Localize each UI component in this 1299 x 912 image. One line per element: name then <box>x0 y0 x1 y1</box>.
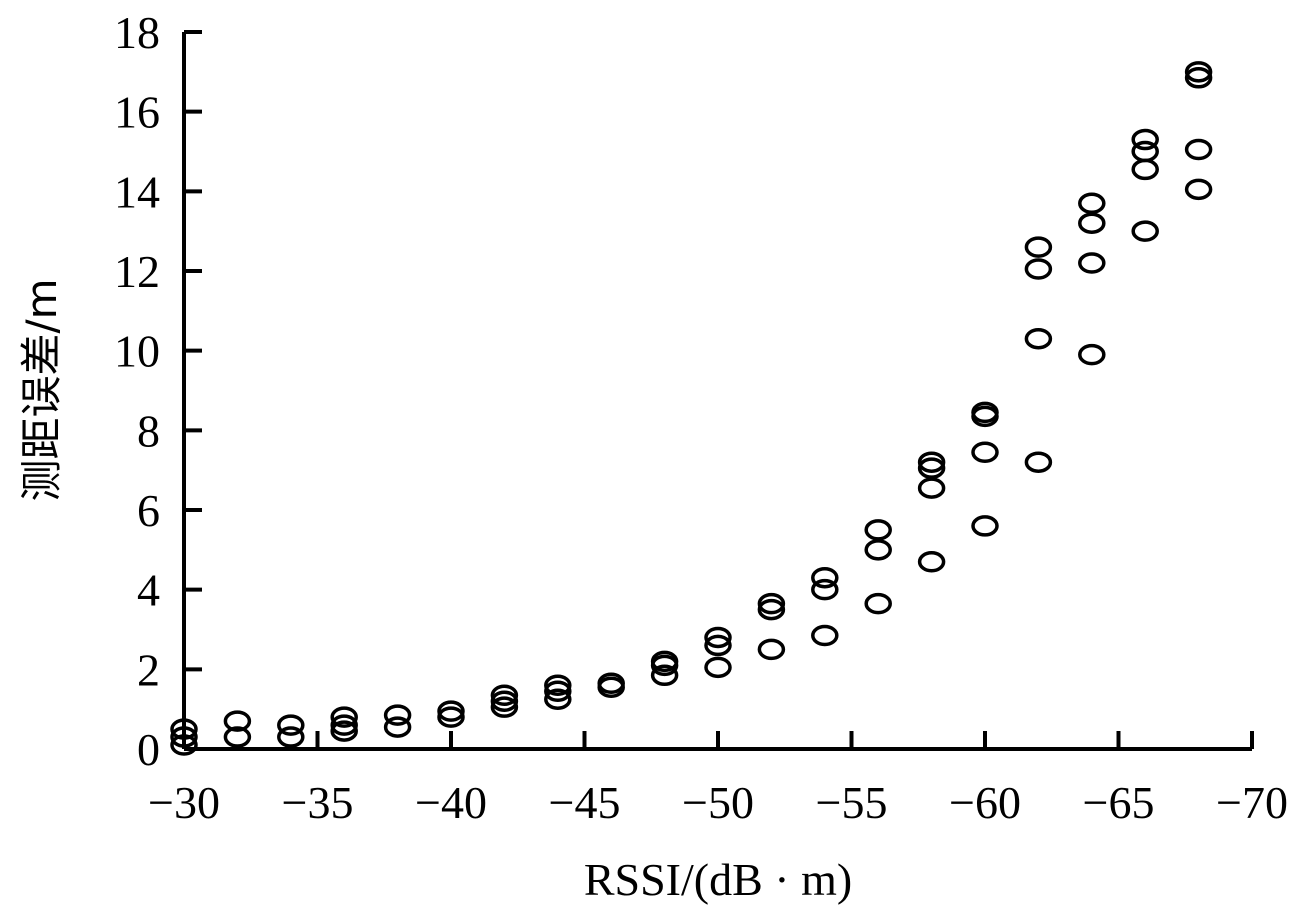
data-point-marker <box>597 676 625 699</box>
data-point-marker <box>1131 140 1159 163</box>
data-point-marker <box>1024 327 1053 350</box>
y-tick-label: 14 <box>114 166 160 217</box>
data-point-marker <box>1184 61 1213 83</box>
x-tick-label: −65 <box>1083 777 1155 828</box>
y-tick-label: 12 <box>114 246 160 297</box>
x-tick-label: −70 <box>1216 777 1288 828</box>
data-point-marker <box>490 696 519 718</box>
data-point-marker <box>1131 158 1159 181</box>
data-point-marker <box>383 704 412 726</box>
x-tick-label: −40 <box>415 777 487 828</box>
data-point-marker <box>971 441 999 463</box>
data-point-marker <box>650 654 679 677</box>
data-point-marker <box>1078 212 1106 234</box>
data-point-marker <box>544 680 572 702</box>
x-tick-label: −45 <box>549 777 621 828</box>
x-axis-title: RSSI/(dB · m) <box>584 854 852 905</box>
y-tick-label: 2 <box>137 644 160 695</box>
data-point-marker <box>330 706 358 728</box>
data-point-marker <box>811 624 839 647</box>
data-point-marker <box>544 674 572 697</box>
data-point-marker <box>1131 128 1159 151</box>
data-point-marker <box>330 720 358 742</box>
data-point-marker <box>811 578 839 601</box>
data-point-marker <box>917 477 946 499</box>
data-point-marker <box>704 634 732 657</box>
data-point-marker <box>330 714 358 736</box>
data-point-marker <box>757 638 786 661</box>
data-point-marker <box>704 656 732 679</box>
y-axis-ticks: 0 2 4 6 8 10 12 14 16 18 <box>114 7 202 775</box>
data-point-marker <box>223 726 252 748</box>
data-point-marker <box>917 457 946 479</box>
data-point-marker <box>1184 178 1213 201</box>
x-tick-label: −35 <box>282 777 354 828</box>
data-point-marker <box>544 688 572 710</box>
data-point-marker <box>917 451 946 473</box>
x-axis-ticks: −30 −35 −40 −45 −50 −55 −60 −65 −70 <box>148 731 1288 828</box>
data-point-marker <box>864 539 892 561</box>
data-point-marker <box>437 700 465 722</box>
data-point-marker <box>1024 258 1053 280</box>
data-point-marker <box>864 519 892 541</box>
x-tick-label: −60 <box>949 777 1021 828</box>
data-point-marker <box>1078 343 1106 366</box>
y-tick-label: 16 <box>114 87 160 138</box>
x-tick-label: −55 <box>816 777 888 828</box>
data-point-marker <box>490 690 519 712</box>
data-point-marker <box>971 405 999 428</box>
y-tick-label: 0 <box>137 724 160 775</box>
y-tick-label: 6 <box>137 485 160 536</box>
data-point-marker <box>1131 220 1159 242</box>
data-point-marker <box>917 551 946 573</box>
data-point-marker <box>1024 236 1053 258</box>
data-point-marker <box>437 706 465 728</box>
data-point-marker <box>277 726 305 748</box>
data-point-marker <box>223 710 252 732</box>
y-tick-label: 18 <box>114 7 160 58</box>
y-tick-label: 10 <box>114 326 160 377</box>
data-point-marker <box>277 714 305 736</box>
data-point-marker <box>650 664 679 687</box>
x-tick-label: −50 <box>682 777 754 828</box>
data-point-marker <box>1078 252 1106 274</box>
data-point-marker <box>704 626 732 649</box>
data-point-marker <box>383 716 412 738</box>
y-axis-title: 测距误差/m <box>17 278 66 501</box>
data-point-marker <box>811 566 839 589</box>
data-point-marker <box>490 684 519 706</box>
data-point-marker <box>1024 451 1053 473</box>
data-point-marker <box>757 598 786 621</box>
data-point-marker <box>971 515 999 537</box>
data-point-marker <box>1078 192 1106 215</box>
data-point-marker <box>1184 138 1213 161</box>
data-points <box>170 61 1213 756</box>
x-tick-label: −30 <box>148 777 220 828</box>
data-point-marker <box>864 592 892 615</box>
data-point-marker <box>1184 67 1213 89</box>
y-tick-label: 8 <box>137 405 160 456</box>
axes: 0 2 4 6 8 10 12 14 16 18 −30 −35 −40 −45 −50 −55 −60 −65… <box>114 7 1288 828</box>
y-tick-label: 4 <box>137 565 160 616</box>
data-point-marker <box>757 592 786 615</box>
